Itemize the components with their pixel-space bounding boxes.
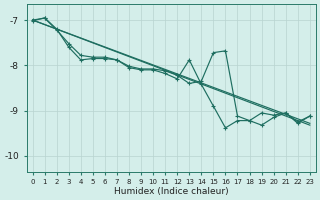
- X-axis label: Humidex (Indice chaleur): Humidex (Indice chaleur): [114, 187, 228, 196]
